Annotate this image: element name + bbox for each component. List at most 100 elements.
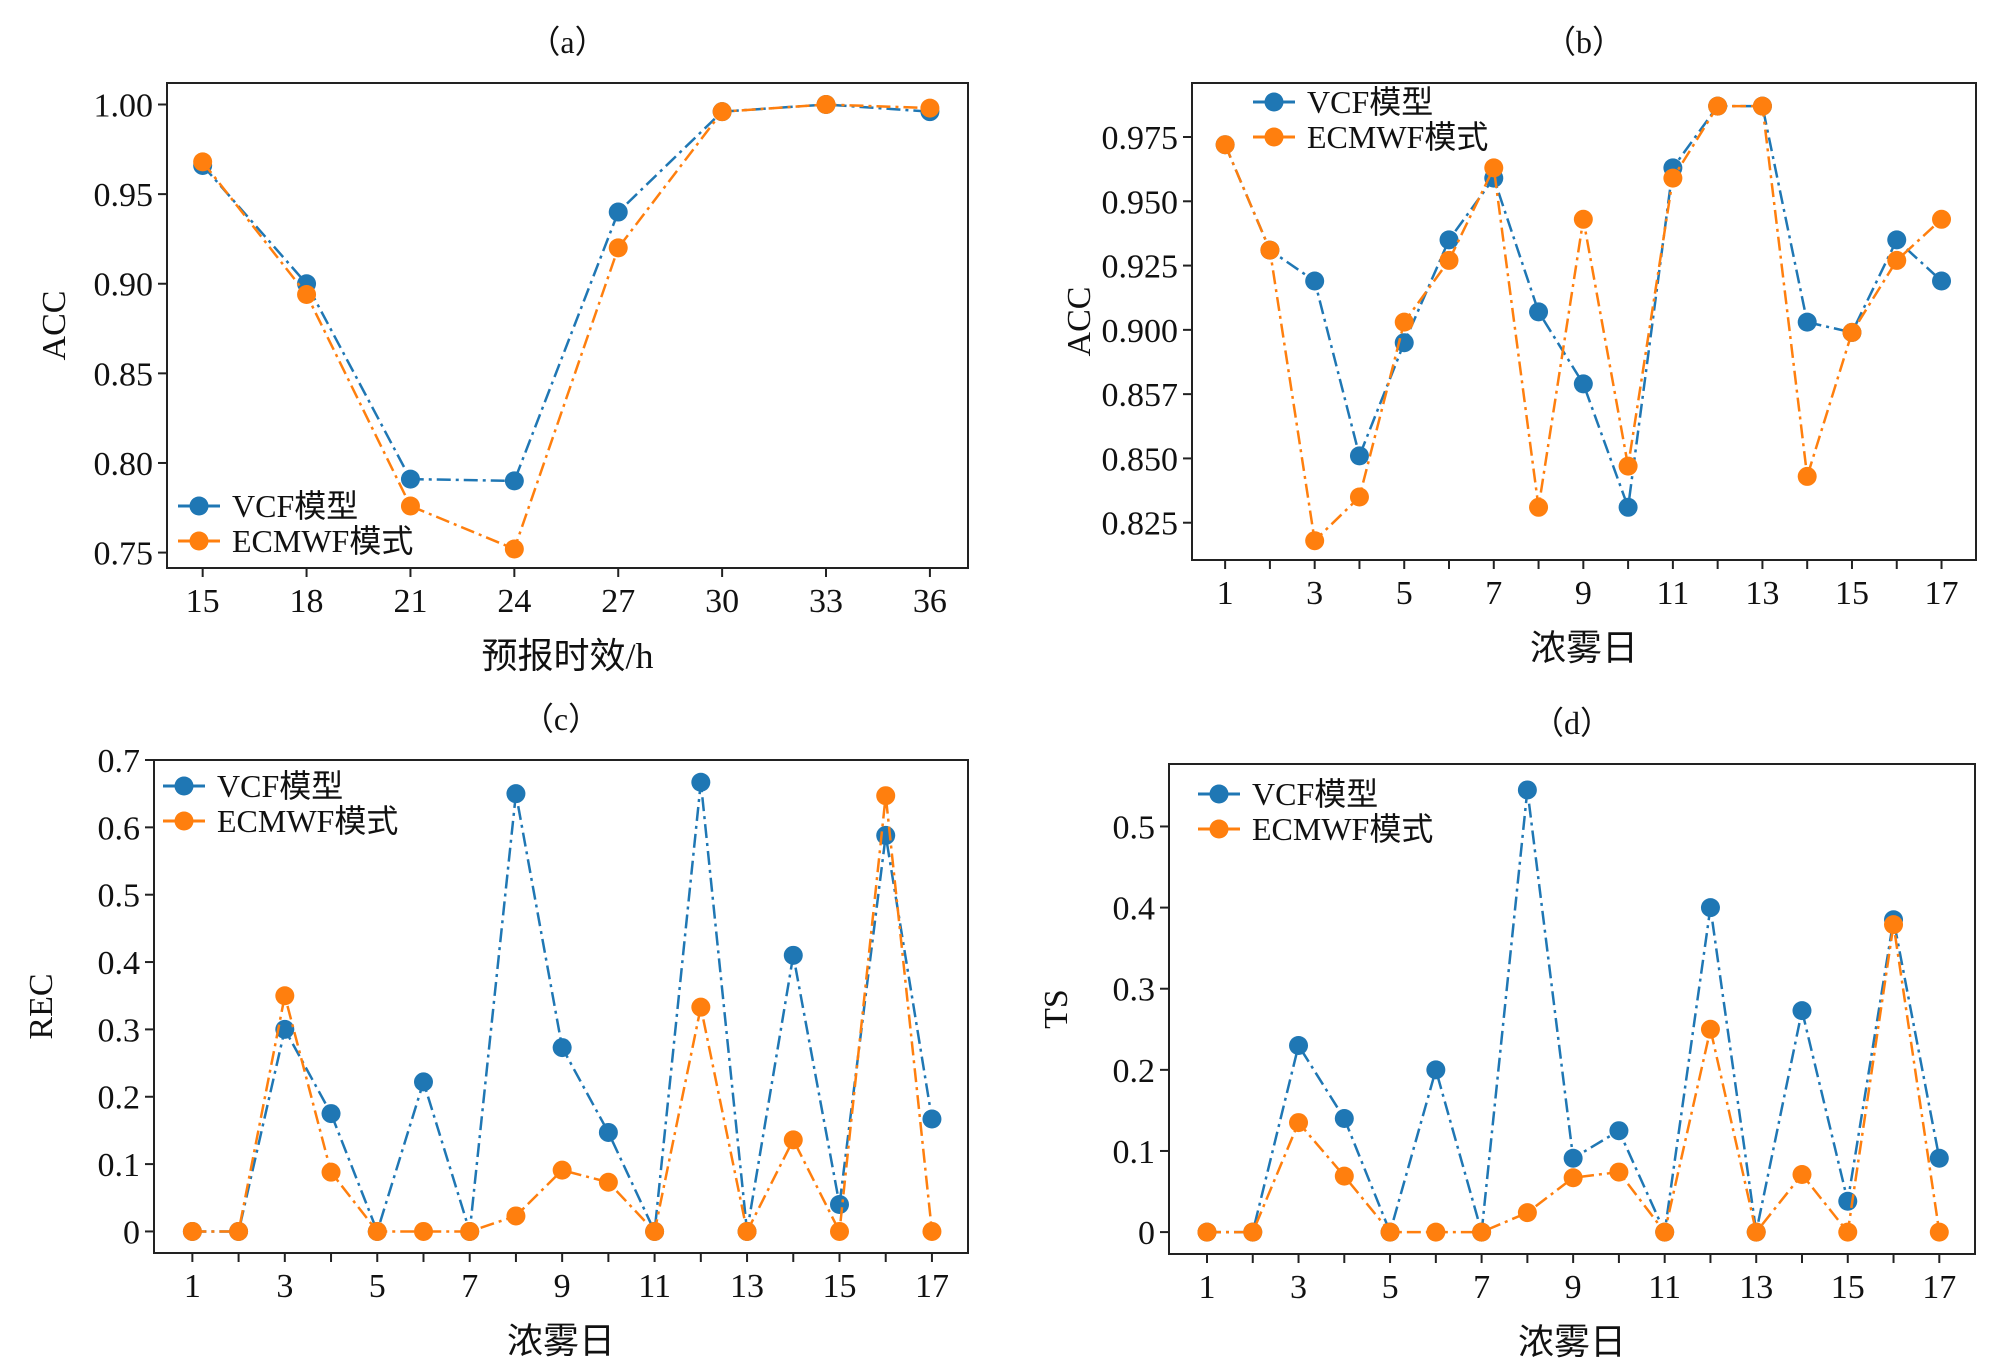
legend-marker [189, 496, 209, 516]
data-point [400, 496, 420, 516]
legend-label: ECMWF模式 [1252, 811, 1433, 847]
x-tick-label: 7 [1473, 1269, 1490, 1306]
legend-label: ECMWF模式 [232, 523, 413, 559]
data-point [598, 1122, 618, 1142]
y-tick-label: 0.1 [98, 1147, 141, 1184]
series-ecmwf [1215, 96, 1952, 551]
data-point [1563, 1148, 1583, 1168]
data-point [182, 1221, 202, 1241]
data-point [1797, 312, 1817, 332]
data-point [321, 1104, 341, 1124]
chart-title: （b） [1544, 24, 1624, 60]
legend-marker [1209, 784, 1229, 804]
x-tick-label: 3 [1306, 575, 1323, 612]
plot-frame [166, 82, 969, 569]
series-ecmwf [1197, 915, 1949, 1242]
x-axis-label: 预报时效/h [481, 636, 653, 676]
x-tick-label: 17 [1925, 575, 1959, 612]
x-tick-label: 9 [554, 1268, 571, 1305]
data-point [1792, 1164, 1812, 1184]
x-tick-label: 13 [1739, 1269, 1773, 1306]
data-point [922, 1109, 942, 1129]
x-tick-label: 21 [393, 583, 427, 620]
x-tick-label: 27 [601, 583, 635, 620]
data-point [1929, 1222, 1949, 1242]
plot-frame [1168, 763, 1976, 1255]
data-point [413, 1221, 433, 1241]
data-point [1215, 135, 1235, 155]
data-point [297, 284, 317, 304]
y-tick-label: 0.80 [94, 446, 154, 483]
chart-panel-b: （b）1 3 5 7 9 11 13 15 170.8250.8500.8570.9000.92… [1061, 24, 1977, 668]
data-point [1529, 302, 1549, 322]
chart-panel-c: （c）1 3 5 7 9 11 13 15 1700.10.20.30.40.50.60.7浓雾… [23, 701, 969, 1361]
data-point [1517, 1203, 1537, 1223]
data-point [1609, 1121, 1629, 1141]
data-point [645, 1221, 665, 1241]
x-axis-label: 浓雾日 [1530, 628, 1638, 668]
data-point [1700, 1019, 1720, 1039]
data-point [1349, 487, 1369, 507]
data-point [1394, 333, 1414, 353]
data-point [691, 997, 711, 1017]
data-point [1655, 1222, 1675, 1242]
legend-marker [1264, 127, 1284, 147]
chart-title: （a） [528, 24, 606, 60]
data-point [920, 98, 940, 118]
data-point [506, 1206, 526, 1226]
data-point [1842, 322, 1862, 342]
data-point [1484, 158, 1504, 178]
data-point [712, 102, 732, 122]
data-point [1380, 1222, 1400, 1242]
y-tick-label: 0.6 [98, 810, 141, 847]
x-tick-label: 5 [1382, 1269, 1399, 1306]
x-tick-label: 5 [369, 1268, 386, 1305]
data-point [737, 1221, 757, 1241]
y-tick-label: 0.825 [1102, 506, 1179, 543]
data-point [1349, 446, 1369, 466]
chart-title: （c） [522, 701, 600, 737]
y-tick-label: 0.5 [98, 878, 141, 915]
data-point [504, 539, 524, 559]
legend-label: ECMWF模式 [217, 803, 398, 839]
legend-label: ECMWF模式 [1307, 119, 1488, 155]
y-tick-label: 0.4 [98, 945, 141, 982]
series-line [201, 103, 930, 551]
data-point [1529, 497, 1549, 517]
chart-panel-a: （a） 15 18 21 24 27 30 33 36 0.75 0.80 0.85 0.90 0.95 1… [36, 24, 969, 676]
series-ecmwf [193, 95, 940, 559]
series-vcf [182, 772, 942, 1241]
y-tick-label: 0.950 [1102, 184, 1179, 221]
data-point [1932, 271, 1952, 291]
series-line [1223, 104, 1943, 544]
data-point [1260, 240, 1280, 260]
data-point [922, 1221, 942, 1241]
x-tick-label: 15 [1835, 575, 1869, 612]
y-tick-label: 0 [123, 1214, 140, 1251]
x-tick-label: 1 [1217, 575, 1234, 612]
data-point [552, 1160, 572, 1180]
y-tick-label: 0.3 [1113, 972, 1156, 1009]
x-axis-label: 浓雾日 [507, 1321, 615, 1361]
x-tick-label: 11 [1657, 575, 1690, 612]
data-point [1472, 1222, 1492, 1242]
data-point [1932, 209, 1952, 229]
data-point [1887, 250, 1907, 270]
series-vcf [1215, 96, 1952, 517]
x-tick-label: 15 [822, 1268, 856, 1305]
data-point [1609, 1162, 1629, 1182]
y-tick-label: 0.975 [1102, 120, 1179, 157]
y-tick-label: 0.850 [1102, 441, 1179, 478]
y-axis-label: TS [1038, 989, 1075, 1029]
y-tick-label: 0.7 [98, 743, 141, 780]
y-tick-label: 0.95 [94, 177, 154, 214]
data-point [1334, 1166, 1354, 1186]
data-point [1618, 497, 1638, 517]
data-point [400, 469, 420, 489]
y-tick-label: 0.5 [1113, 809, 1156, 846]
x-tick-label: 11 [1648, 1269, 1681, 1306]
y-tick-label: 0.857 [1102, 377, 1179, 414]
data-point [504, 471, 524, 491]
